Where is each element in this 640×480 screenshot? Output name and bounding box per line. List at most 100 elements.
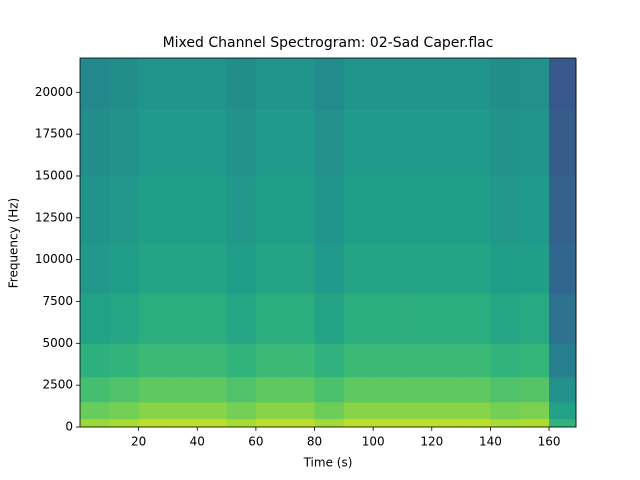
y-tick-label: 20000 bbox=[35, 85, 73, 99]
heatmap-cell bbox=[549, 418, 577, 428]
heatmap-cell bbox=[519, 376, 550, 403]
heatmap-cell bbox=[197, 242, 228, 294]
heatmap-cell bbox=[138, 401, 169, 420]
heatmap-cell bbox=[314, 242, 345, 294]
chart-title: Mixed Channel Spectrogram: 02-Sad Caper.… bbox=[163, 35, 494, 51]
x-tick-label: 60 bbox=[248, 435, 263, 449]
heatmap-cell bbox=[285, 376, 316, 403]
heatmap-cell bbox=[226, 343, 257, 378]
heatmap-cell bbox=[314, 418, 345, 428]
y-tick-label: 17500 bbox=[35, 127, 73, 141]
heatmap-cell bbox=[138, 293, 169, 344]
heatmap-cell bbox=[226, 58, 257, 110]
heatmap-cell bbox=[519, 343, 550, 378]
heatmap-cell bbox=[343, 175, 374, 244]
heatmap-cell bbox=[343, 58, 374, 110]
heatmap-cell bbox=[197, 343, 228, 378]
heatmap-cell bbox=[373, 401, 403, 420]
x-tick-label: 80 bbox=[307, 435, 322, 449]
heatmap-cell bbox=[431, 175, 462, 244]
heatmap-cell bbox=[402, 418, 433, 428]
heatmap-cell bbox=[402, 58, 433, 110]
heatmap-cell bbox=[519, 58, 550, 110]
heatmap-cell bbox=[461, 175, 491, 244]
heatmap-cell bbox=[373, 175, 403, 244]
y-tick-label: 10000 bbox=[35, 252, 73, 266]
heatmap-cell bbox=[197, 293, 228, 344]
heatmap-cell bbox=[461, 418, 491, 428]
heatmap-cell bbox=[549, 376, 577, 403]
heatmap-cell bbox=[490, 58, 521, 110]
heatmap-cell bbox=[519, 175, 550, 244]
heatmap-cell bbox=[431, 109, 462, 177]
heatmap-cell bbox=[402, 242, 433, 294]
heatmap-cell bbox=[343, 109, 374, 177]
heatmap-cell bbox=[519, 401, 550, 420]
x-tick-label: 140 bbox=[479, 435, 502, 449]
heatmap-cell bbox=[549, 293, 577, 344]
y-tick-label: 15000 bbox=[35, 168, 73, 182]
heatmap-cell bbox=[461, 58, 491, 110]
heatmap-cell bbox=[255, 293, 286, 344]
heatmap-cell bbox=[167, 376, 198, 403]
heatmap-cell bbox=[402, 293, 433, 344]
heatmap-cell bbox=[80, 109, 110, 177]
heatmap-cell bbox=[255, 343, 286, 378]
heatmap-cell bbox=[490, 109, 521, 177]
y-tick-label: 0 bbox=[65, 420, 73, 434]
heatmap-cell bbox=[373, 418, 403, 428]
heatmap-cell bbox=[138, 175, 169, 244]
heatmap-cell bbox=[402, 343, 433, 378]
heatmap-cell bbox=[197, 58, 228, 110]
heatmap-cell bbox=[373, 293, 403, 344]
x-axis-label: Time (s) bbox=[303, 456, 353, 470]
heatmap-cell bbox=[197, 376, 228, 403]
heatmap-cell bbox=[373, 58, 403, 110]
heatmap-cell bbox=[314, 58, 345, 110]
heatmap-cell bbox=[80, 293, 110, 344]
heatmap-cell bbox=[255, 376, 286, 403]
heatmap-cell bbox=[226, 401, 257, 420]
heatmap-cell bbox=[373, 376, 403, 403]
heatmap-cell bbox=[490, 343, 521, 378]
heatmap-cell bbox=[343, 401, 374, 420]
heatmap-cell bbox=[80, 343, 110, 378]
heatmap-cell bbox=[343, 293, 374, 344]
heatmap-cell bbox=[109, 109, 140, 177]
heatmap-cell bbox=[226, 293, 257, 344]
heatmap-cell bbox=[80, 58, 110, 110]
heatmap-cell bbox=[490, 418, 521, 428]
heatmap-cell bbox=[431, 401, 462, 420]
heatmap-cell bbox=[519, 418, 550, 428]
heatmap-cell bbox=[255, 401, 286, 420]
heatmap-cell bbox=[80, 242, 110, 294]
heatmap-cell bbox=[167, 58, 198, 110]
heatmap-cell bbox=[255, 242, 286, 294]
heatmap-cell bbox=[431, 343, 462, 378]
heatmap-cell bbox=[519, 293, 550, 344]
heatmap-cell bbox=[373, 242, 403, 294]
heatmap-cell bbox=[80, 418, 110, 428]
heatmap-cell bbox=[373, 343, 403, 378]
heatmap-cell bbox=[343, 242, 374, 294]
heatmap-cell bbox=[167, 401, 198, 420]
heatmap-cell bbox=[431, 376, 462, 403]
heatmap-cell bbox=[519, 242, 550, 294]
heatmap-cell bbox=[461, 376, 491, 403]
x-tick-label: 160 bbox=[538, 435, 561, 449]
heatmap-cell bbox=[549, 401, 577, 420]
heatmap-cell bbox=[197, 401, 228, 420]
heatmap-cell bbox=[285, 175, 316, 244]
heatmap-cell bbox=[490, 242, 521, 294]
heatmap-cell bbox=[109, 376, 140, 403]
heatmap-cell bbox=[490, 401, 521, 420]
heatmap-cell bbox=[490, 293, 521, 344]
heatmap-cell bbox=[109, 418, 140, 428]
heatmap-cell bbox=[167, 343, 198, 378]
heatmap-cell bbox=[167, 418, 198, 428]
heatmap-cell bbox=[285, 109, 316, 177]
heatmap-cell bbox=[167, 175, 198, 244]
y-tick-label: 2500 bbox=[42, 378, 73, 392]
y-tick-label: 5000 bbox=[42, 336, 73, 350]
